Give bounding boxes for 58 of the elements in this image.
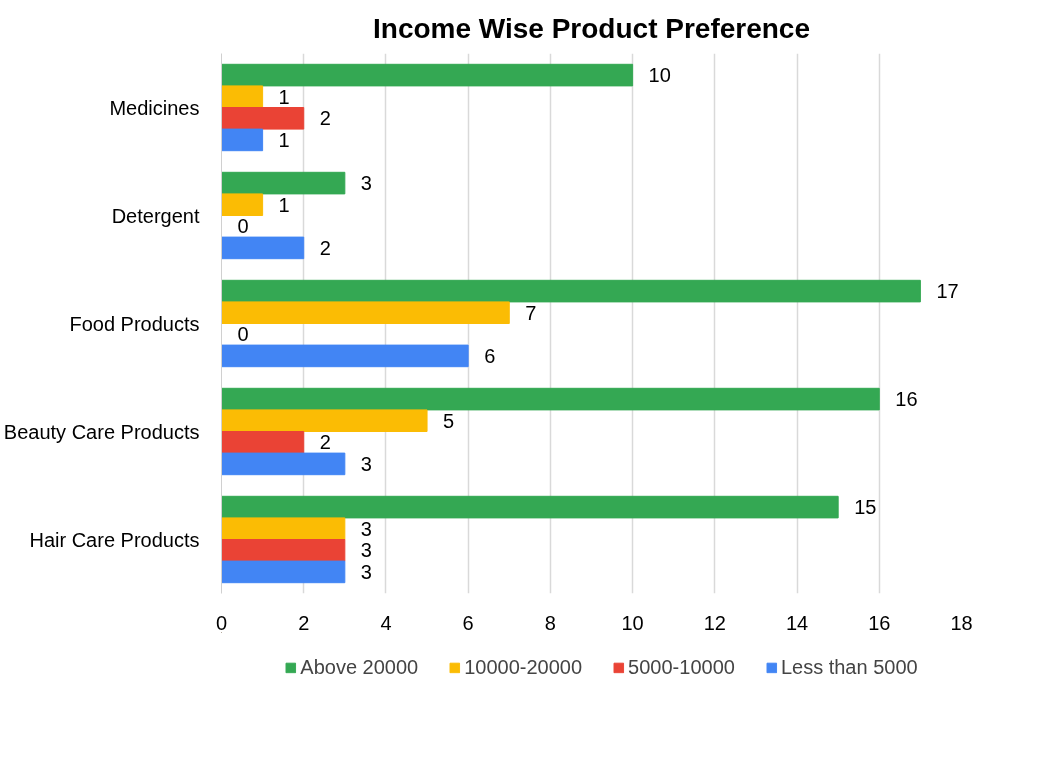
bar xyxy=(221,193,264,216)
data-label: 0 xyxy=(237,323,249,346)
bar xyxy=(221,409,428,432)
bar xyxy=(221,301,510,324)
y-tick-label: Medicines xyxy=(109,96,200,119)
x-tick-label: 18 xyxy=(950,611,973,634)
data-label: 17 xyxy=(936,280,959,303)
data-label: 3 xyxy=(360,539,372,562)
x-tick-label: 12 xyxy=(703,611,726,634)
y-tick-label: Beauty Care Products xyxy=(3,420,200,443)
legend-label: 5000-10000 xyxy=(628,655,735,679)
bar xyxy=(221,560,346,584)
x-tick-label: 2 xyxy=(298,611,310,634)
data-label: 2 xyxy=(319,431,331,454)
data-label: 16 xyxy=(895,388,918,411)
x-tick-label: 16 xyxy=(868,611,891,634)
x-tick-label: 6 xyxy=(462,611,474,634)
bar xyxy=(221,85,264,108)
data-label: 5 xyxy=(443,409,455,432)
data-label: 1 xyxy=(278,128,290,151)
data-label: 6 xyxy=(484,344,496,367)
data-label: 2 xyxy=(319,236,331,259)
bar xyxy=(221,236,305,260)
legend-label: 10000-20000 xyxy=(464,655,583,679)
bar xyxy=(221,539,346,562)
data-label: 2 xyxy=(319,107,331,130)
data-label: 0 xyxy=(237,215,249,238)
bar xyxy=(221,517,346,540)
data-label: 3 xyxy=(360,172,372,195)
chart-title: Income Wise Product Preference xyxy=(373,12,811,44)
x-tick-label: 8 xyxy=(544,611,556,634)
data-label: 3 xyxy=(360,452,372,475)
bar xyxy=(221,107,305,130)
x-tick-label: 4 xyxy=(380,611,392,634)
y-tick-label: Food Products xyxy=(69,312,200,335)
y-tick-label: Detergent xyxy=(111,204,200,227)
y-tick-label: Hair Care Products xyxy=(29,528,200,551)
data-label: 15 xyxy=(854,496,877,519)
bar xyxy=(221,128,264,152)
bar xyxy=(221,387,880,411)
bar xyxy=(221,344,469,368)
legend-label: Less than 5000 xyxy=(780,655,918,679)
bar xyxy=(221,63,634,87)
bar xyxy=(221,452,346,476)
bar xyxy=(221,495,839,519)
data-label: 7 xyxy=(525,301,537,324)
data-label: 1 xyxy=(278,85,290,108)
legend-label: Above 20000 xyxy=(300,655,419,679)
bar xyxy=(221,431,305,454)
data-label: 3 xyxy=(360,560,372,583)
data-label: 10 xyxy=(648,64,671,87)
bar xyxy=(221,279,921,303)
x-tick-label: 14 xyxy=(785,611,809,634)
x-tick-label: 10 xyxy=(621,611,644,634)
bar xyxy=(221,171,346,195)
data-label: 1 xyxy=(278,193,290,216)
x-tick-label: 0 xyxy=(215,611,228,634)
data-label: 3 xyxy=(360,517,372,540)
